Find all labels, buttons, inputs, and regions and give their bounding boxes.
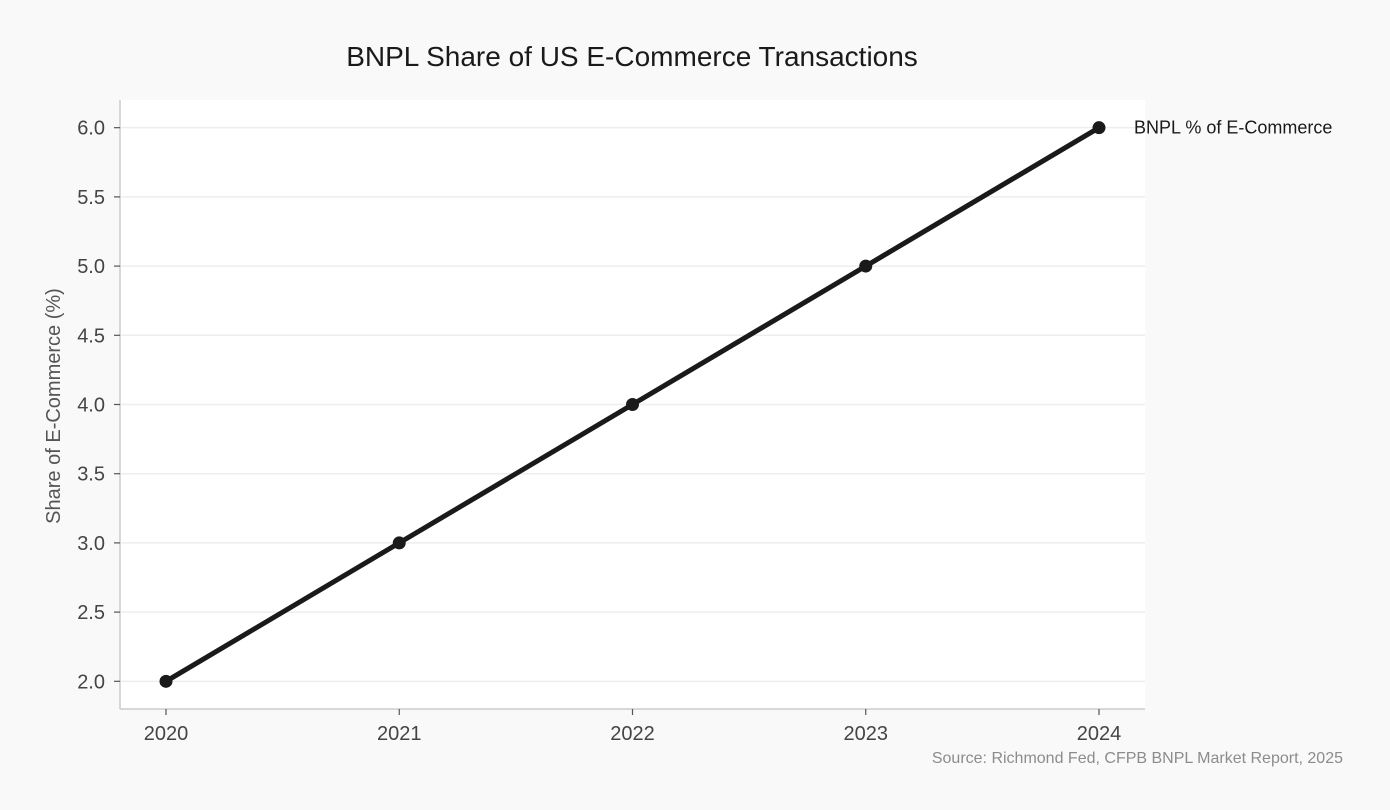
y-tick-label: 6.0 xyxy=(77,118,105,140)
y-tick-label: 4.5 xyxy=(77,325,105,347)
data-point xyxy=(159,674,173,688)
x-ticks: 2020 2021 2022 2023 2024 xyxy=(144,709,1122,745)
source-note: Source: Richmond Fed, CFPB BNPL Market R… xyxy=(932,750,1343,767)
chart-title: BNPL Share of US E-Commerce Transactions xyxy=(346,41,918,72)
y-tick-label: 3.5 xyxy=(77,464,105,486)
y-axis-label: Share of E-Commerce (%) xyxy=(43,288,65,524)
x-tick-label: 2023 xyxy=(844,723,889,745)
data-point xyxy=(626,398,639,411)
data-point xyxy=(859,259,873,273)
y-tick-label: 5.0 xyxy=(77,256,105,278)
y-tick-label: 3.0 xyxy=(77,533,105,555)
y-tick-label: 5.5 xyxy=(77,187,105,209)
x-tick-label: 2022 xyxy=(610,723,655,745)
x-tick-label: 2021 xyxy=(377,723,422,745)
x-tick-label: 2020 xyxy=(144,723,189,745)
data-point xyxy=(1092,121,1106,135)
y-ticks: 2.0 2.5 3.0 3.5 4.0 4.5 5.0 5.5 6.0 xyxy=(77,118,120,693)
y-tick-label: 2.0 xyxy=(77,671,105,693)
y-tick-label: 4.0 xyxy=(77,395,105,417)
y-tick-label: 2.5 xyxy=(77,602,105,624)
series-label: BNPL % of E-Commerce xyxy=(1134,118,1332,138)
series: BNPL % of E-Commerce xyxy=(159,118,1332,688)
x-tick-label: 2024 xyxy=(1077,723,1122,745)
data-point xyxy=(392,536,406,550)
gridlines xyxy=(120,126,1145,683)
